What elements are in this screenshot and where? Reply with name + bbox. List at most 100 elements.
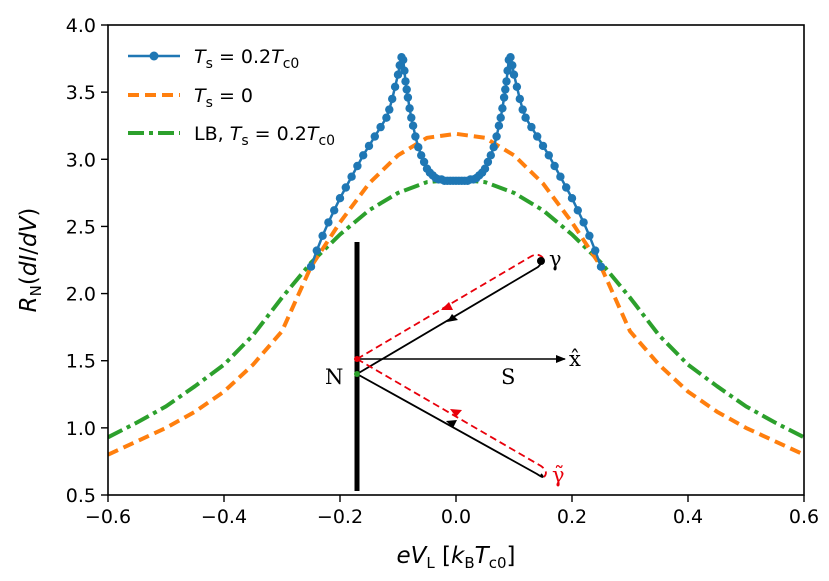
series-point	[318, 231, 327, 240]
series-point	[306, 262, 316, 271]
series-point	[401, 77, 410, 86]
inset-point-gamma	[537, 257, 545, 265]
x-tick-label: 0.2	[557, 506, 587, 528]
inset-label-n: N	[325, 365, 343, 389]
inset-arrowhead-red-lower	[450, 409, 462, 417]
series-point	[359, 151, 368, 160]
series-point	[376, 122, 385, 132]
legend-label-ts0: Ts = 0	[194, 85, 253, 111]
inset-lower-black-path	[356, 373, 544, 478]
series-point	[562, 183, 571, 192]
series-point	[499, 93, 509, 102]
series-line-1	[108, 131, 804, 457]
series-point	[483, 157, 493, 167]
ticks-layer: −0.6 −0.4 −0.2 0.0 0.2 0.4 0.6 0.5 1.0 1.5 2.0 2.5 3…	[66, 15, 819, 528]
y-tick-label: 0.5	[66, 485, 96, 507]
series-point	[347, 172, 356, 181]
series-point	[330, 206, 339, 215]
inset-arrowhead-black-lower	[446, 420, 457, 428]
series-point	[556, 172, 565, 181]
legend-label-ts02: Ts = 0.2Tc0	[194, 46, 299, 72]
series-line-0	[309, 55, 603, 268]
inset-lower-red-path	[356, 358, 547, 478]
inset-label-gamma: γ	[549, 247, 562, 271]
series-point	[503, 66, 512, 75]
y-tick-label: 3.0	[66, 149, 96, 171]
series-point	[385, 105, 394, 114]
series-point	[518, 105, 527, 114]
x-tick-label: −0.4	[201, 506, 247, 528]
series-point	[515, 94, 524, 104]
series-point	[585, 231, 594, 240]
series-point	[414, 143, 423, 152]
series-layer	[108, 53, 804, 457]
series-point	[512, 82, 522, 92]
series-point	[506, 53, 515, 62]
legend: Ts = 0.2Tc0 Ts = 0 LB, Ts = 0.2Tc0	[128, 46, 335, 149]
series-point	[486, 151, 495, 160]
series-point	[399, 55, 408, 65]
x-tick-label: 0.4	[673, 506, 703, 528]
y-tick-label: 2.0	[66, 284, 96, 306]
series-point	[550, 161, 559, 171]
series-point	[508, 61, 517, 70]
x-tick-label: −0.2	[317, 506, 363, 528]
x-axis-label: eVL [kBTc0]	[396, 543, 515, 572]
series-point	[579, 218, 588, 227]
inset-label-s: S	[501, 365, 515, 389]
series-point	[400, 66, 409, 75]
series-point	[419, 157, 429, 167]
series-point	[567, 194, 577, 203]
y-tick-label: 2.5	[66, 216, 96, 238]
inset-label-x: x̂	[569, 347, 581, 371]
series-point	[573, 206, 582, 215]
inset-arrowhead-black-upper	[447, 314, 458, 322]
series-point	[312, 246, 321, 255]
inset-upper-red-path	[356, 253, 544, 360]
x-tick-label: −0.6	[85, 506, 131, 528]
series-point	[494, 121, 504, 130]
series-point	[324, 218, 333, 227]
series-point	[496, 113, 505, 122]
y-tick-label: 4.0	[66, 15, 96, 37]
inset-schematic: N S x̂ γ γ̃	[325, 242, 581, 491]
x-tick-label: 0.0	[441, 506, 471, 528]
series-point	[417, 151, 426, 160]
y-tick-label: 3.5	[66, 82, 96, 104]
series-point	[591, 246, 600, 255]
inset-label-gamma-tilde: γ̃	[552, 463, 565, 487]
series-point	[408, 121, 418, 130]
series-point	[402, 85, 411, 94]
series-point	[335, 194, 345, 203]
series-point	[544, 151, 553, 160]
series-point	[501, 85, 510, 94]
series-point	[393, 70, 403, 79]
series-point	[370, 132, 379, 141]
series-point	[538, 141, 548, 151]
series-point	[388, 94, 397, 104]
series-point	[509, 70, 519, 79]
series-point	[364, 141, 374, 151]
inset-upper-black-path	[356, 259, 544, 375]
series-point	[502, 77, 511, 86]
legend-marker-ts02	[149, 51, 159, 61]
inset-point-red	[354, 356, 360, 362]
series-point	[403, 93, 413, 102]
series-point	[405, 104, 414, 113]
series-point	[521, 113, 530, 122]
inset-point-green	[354, 371, 360, 377]
y-tick-label: 1.0	[66, 418, 96, 440]
x-tick-label: 0.6	[789, 506, 819, 528]
y-tick-label: 1.5	[66, 351, 96, 373]
series-point	[498, 104, 507, 113]
series-point	[341, 183, 350, 192]
series-point	[489, 143, 498, 152]
series-point	[390, 82, 400, 92]
y-axis-label: RN(dI/dV)	[16, 208, 45, 313]
series-point	[353, 161, 362, 171]
series-point	[527, 122, 536, 132]
series-line-2	[108, 177, 804, 440]
series-point	[480, 164, 490, 173]
legend-label-lb: LB, Ts = 0.2Tc0	[194, 123, 335, 149]
